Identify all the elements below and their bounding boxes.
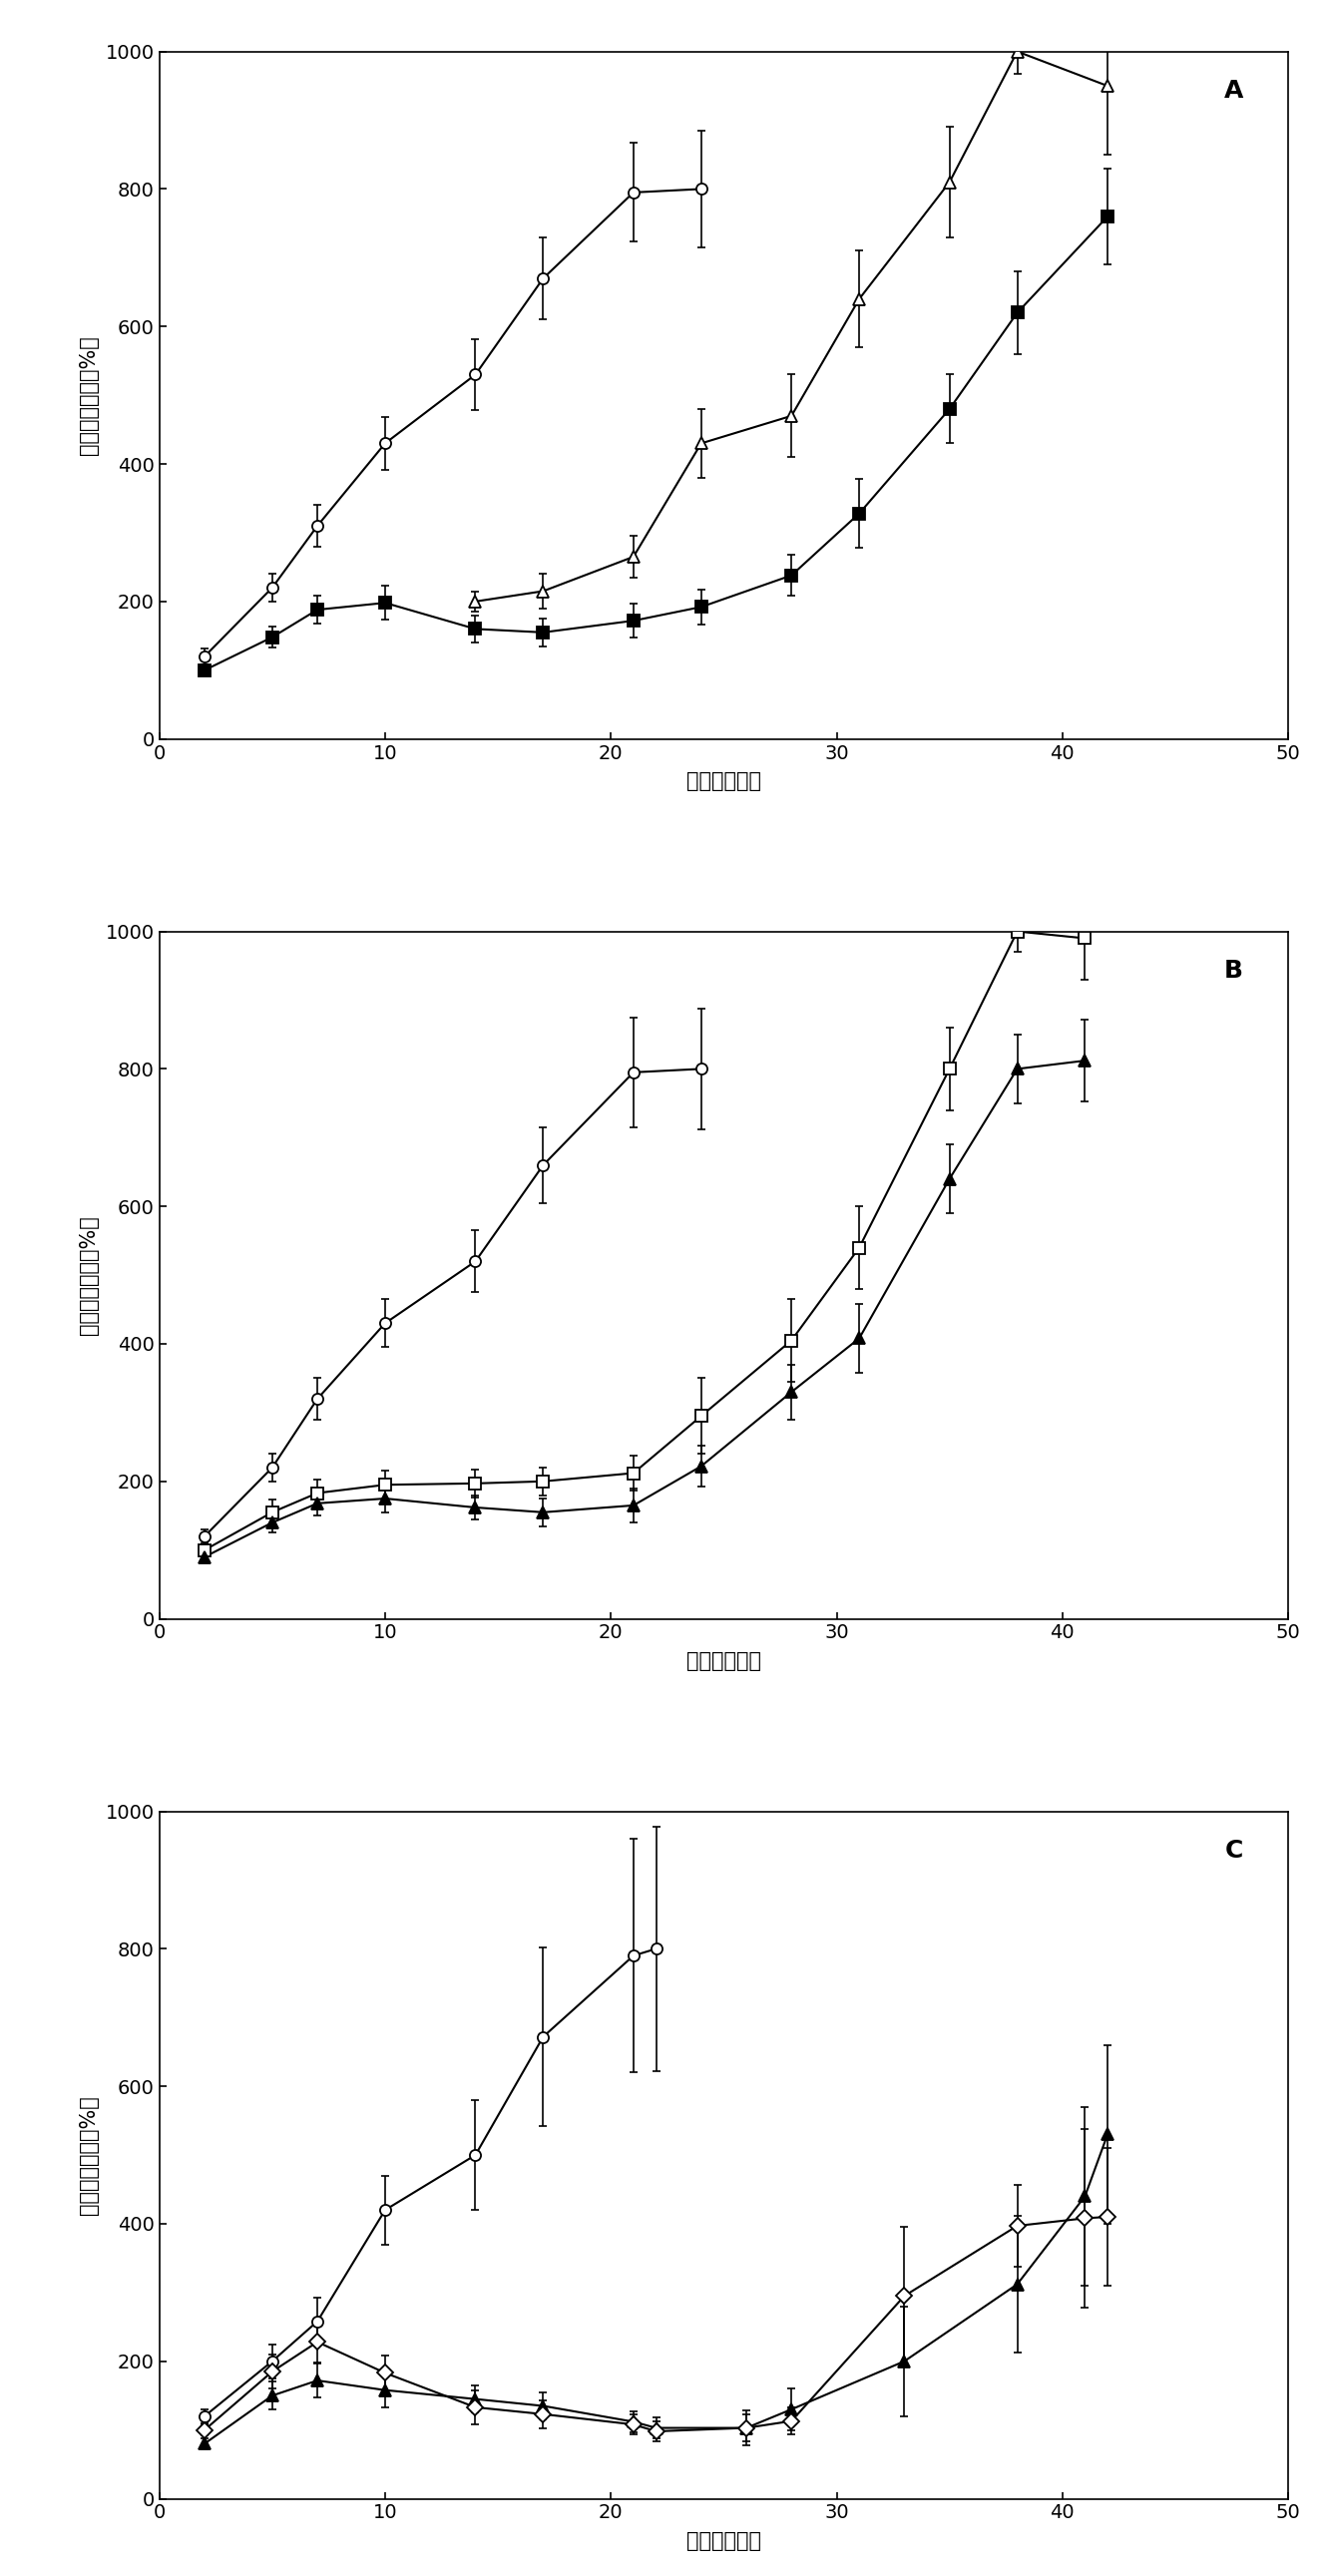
Text: C: C bbox=[1224, 1839, 1243, 1862]
X-axis label: 时间（天数）: 时间（天数） bbox=[687, 2530, 761, 2550]
Text: B: B bbox=[1224, 958, 1243, 984]
X-axis label: 时间（天数）: 时间（天数） bbox=[687, 1651, 761, 1672]
X-axis label: 时间（天数）: 时间（天数） bbox=[687, 770, 761, 791]
Y-axis label: 相对肿瘾体积（%）: 相对肿瘾体积（%） bbox=[78, 2094, 98, 2215]
Text: A: A bbox=[1223, 80, 1243, 103]
Y-axis label: 相对肿瘾体积（%）: 相对肿瘾体积（%） bbox=[78, 335, 98, 456]
Y-axis label: 相对肿瘾体积（%）: 相对肿瘾体积（%） bbox=[78, 1216, 98, 1334]
